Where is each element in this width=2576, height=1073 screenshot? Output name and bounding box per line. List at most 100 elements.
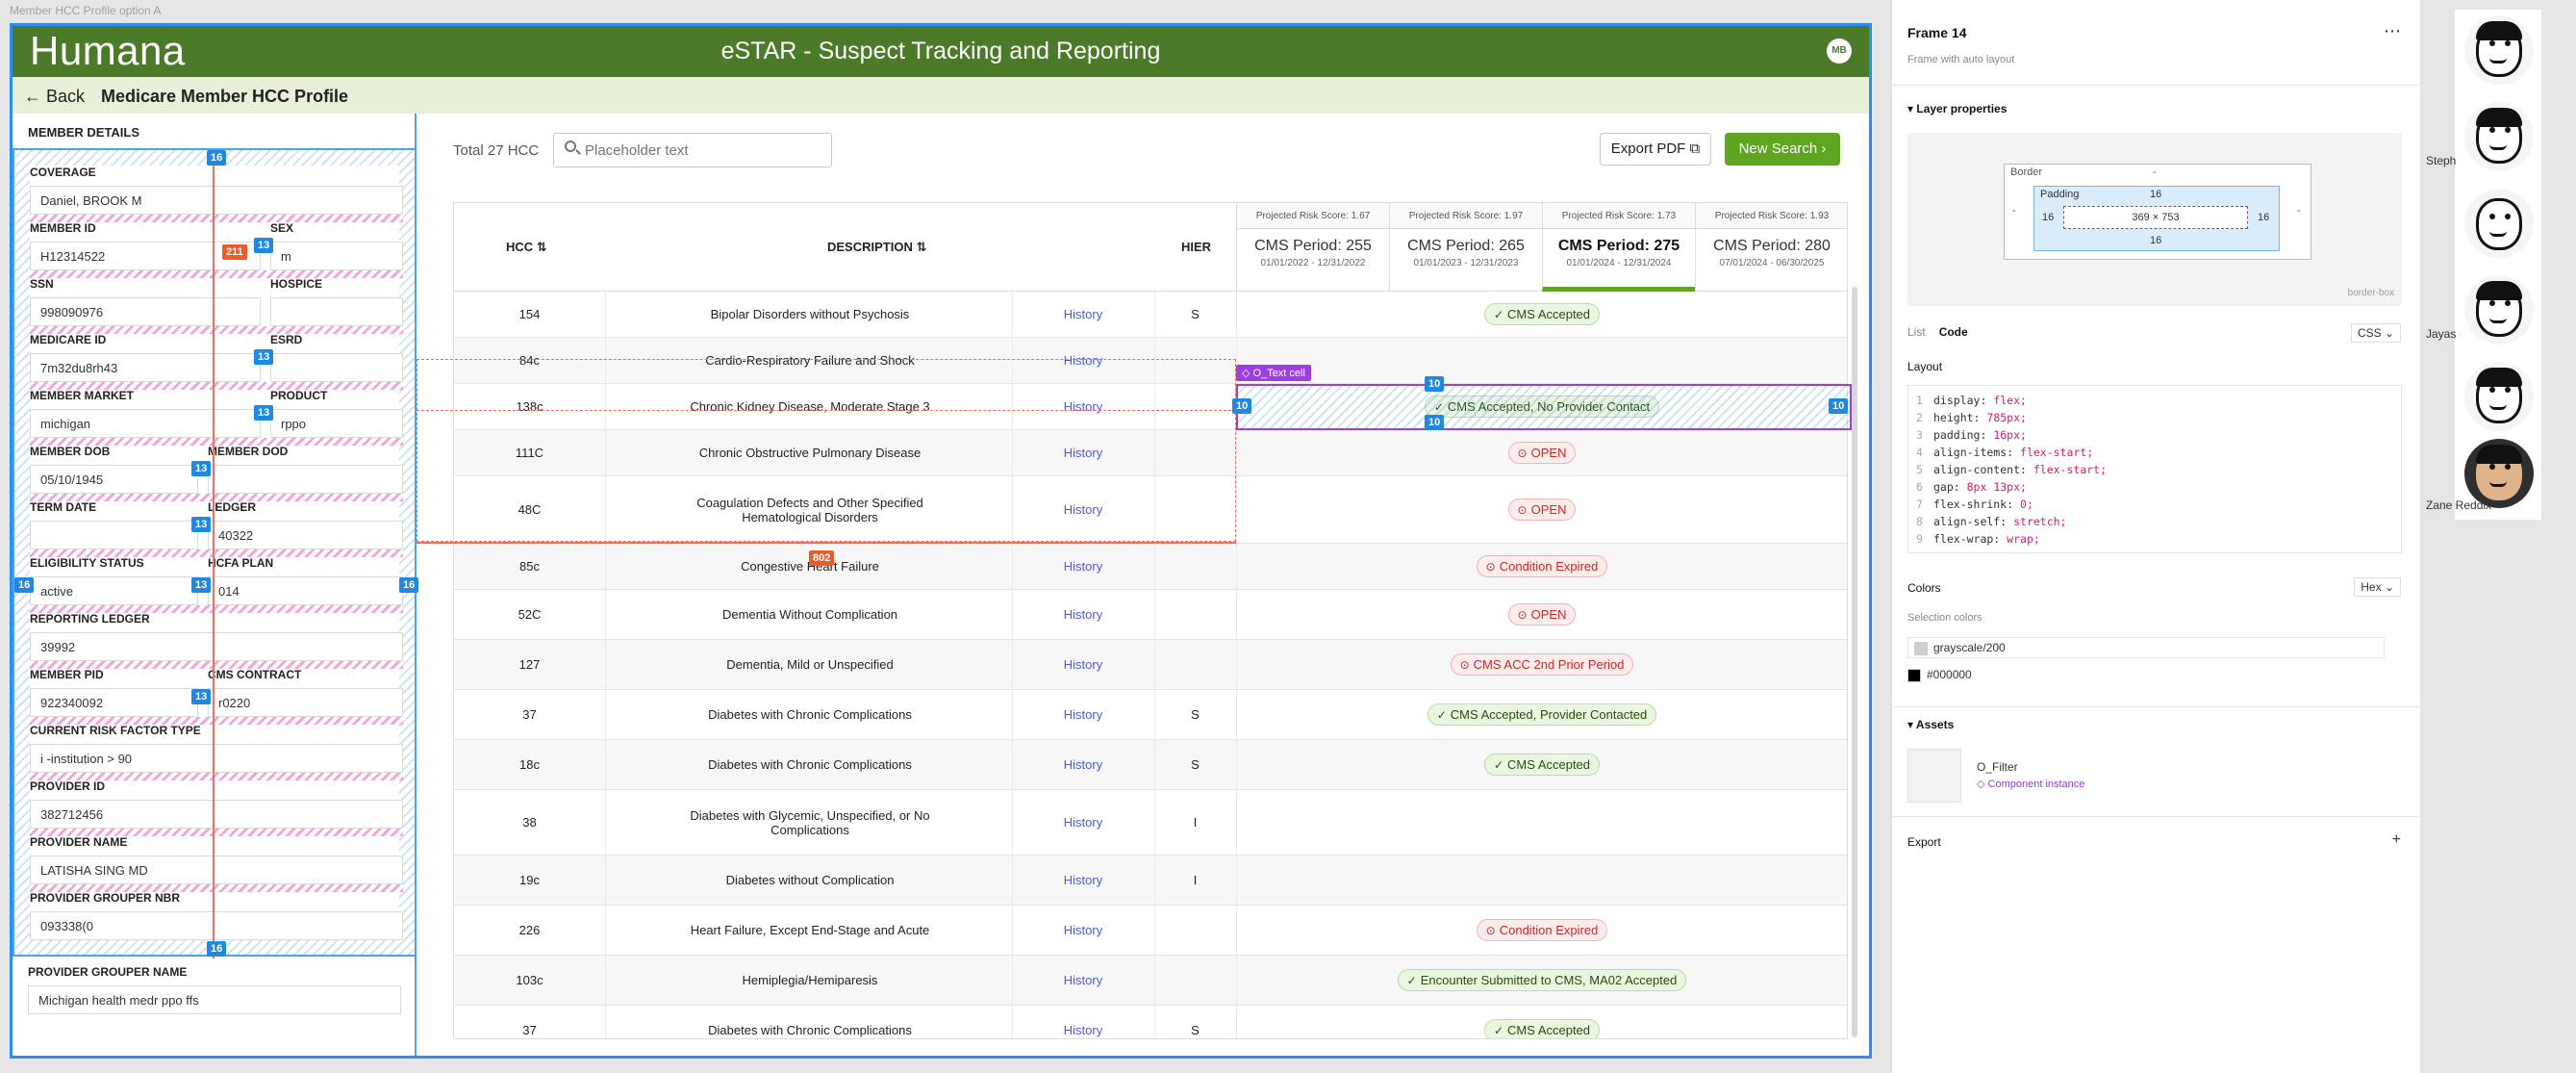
history-link[interactable]: History (1063, 1023, 1103, 1037)
tab-list[interactable]: List (1907, 325, 1926, 339)
period-header[interactable]: Projected Risk Score: 1.97 CMS Period: 26… (1389, 203, 1542, 292)
padding-left-value[interactable]: 16 (2042, 212, 2055, 223)
history-link[interactable]: History (1063, 757, 1103, 772)
table-row[interactable]: 111C Chronic Obstructive Pulmonary Diseas… (454, 430, 1847, 476)
status-badge[interactable]: ✓ CMS Accepted, No Provider Contact (1424, 396, 1660, 418)
history-link[interactable]: History (1063, 923, 1103, 937)
table-row[interactable]: 19c Diabetes without Complication History I (454, 856, 1847, 906)
participant-avatar[interactable] (2464, 189, 2534, 258)
medicare-id-value[interactable]: 7m32du8rh43 (30, 353, 261, 382)
history-link[interactable]: History (1063, 559, 1103, 574)
history-link[interactable]: History (1063, 502, 1103, 517)
participant-avatar[interactable] (2464, 15, 2534, 85)
table-row[interactable]: 103c Hemiplegia/Hemiparesis History ✓ Encoun… (454, 956, 1847, 1006)
member-pid-value[interactable]: 922340092 (30, 688, 198, 717)
risk-factor-type-value[interactable]: i -institution > 90 (30, 744, 403, 773)
table-row[interactable]: 84c Cardio-Respiratory Failure and Shock H… (454, 338, 1847, 384)
table-row[interactable]: 85c Congestive Heart Failure History ⊙ Condi… (454, 544, 1847, 590)
table-row[interactable]: 37 Diabetes with Chronic Complications His… (454, 1006, 1847, 1038)
assets-heading[interactable]: ▾ Assets (1907, 718, 1955, 731)
color-format-select[interactable]: Hex ⌄ (2354, 577, 2401, 597)
history-link[interactable]: History (1063, 446, 1103, 460)
history-link[interactable]: History (1063, 607, 1103, 622)
history-link[interactable]: History (1063, 307, 1103, 321)
status-badge[interactable]: ⊙ OPEN (1507, 442, 1577, 464)
add-export-icon[interactable]: + (2391, 831, 2401, 848)
history-link[interactable]: History (1063, 815, 1103, 830)
product-value[interactable]: rppo (270, 409, 403, 438)
description-header[interactable]: DESCRIPTION ⇅ (827, 240, 927, 254)
member-market-value[interactable]: michigan (30, 409, 261, 438)
search-input[interactable] (553, 133, 832, 167)
period-header[interactable]: Projected Risk Score: 1.73 CMS Period: 27… (1542, 203, 1695, 292)
new-search-button[interactable]: New Search › (1725, 133, 1840, 166)
provider-name-value[interactable]: LATISHA SING MD (30, 856, 403, 884)
member-dod-value[interactable] (208, 465, 403, 494)
status-badge[interactable]: ✓ CMS Accepted (1483, 1019, 1601, 1038)
table-row[interactable]: 226 Heart Failure, Except End-Stage and A… (454, 906, 1847, 956)
participant-avatar[interactable] (2464, 275, 2534, 345)
padding-bottom-value[interactable]: 16 (2150, 235, 2162, 246)
humana-logo[interactable]: Humana (30, 28, 186, 73)
period-header[interactable]: Projected Risk Score: 1.93 CMS Period: 28… (1695, 203, 1847, 292)
status-badge[interactable]: ⊙ OPEN (1507, 603, 1577, 626)
sex-value[interactable]: m (270, 242, 403, 270)
padding-right-value[interactable]: 16 (2258, 212, 2270, 223)
provider-id-value[interactable]: 382712456 (30, 800, 403, 829)
layer-properties-heading[interactable]: ▾ Layer properties (1907, 102, 2008, 115)
language-select[interactable]: CSS ⌄ (2350, 323, 2401, 343)
cms-contract-value[interactable]: r0220 (208, 688, 403, 717)
tab-code[interactable]: Code (1938, 325, 1968, 339)
reporting-ledger-value[interactable]: 39992 (30, 632, 403, 661)
status-badge[interactable]: ✓ CMS Accepted, Provider Contacted (1427, 703, 1657, 726)
user-avatar[interactable]: MB (1827, 38, 1852, 64)
more-icon[interactable]: ⋯ (2384, 21, 2401, 40)
css-code-block[interactable]: 1 display: flex; 2 height: 785px; 3 padding: … (1907, 385, 2402, 553)
status-badge[interactable]: ⊙ Condition Expired (1476, 919, 1608, 941)
history-link[interactable]: History (1063, 353, 1103, 368)
history-link[interactable]: History (1063, 657, 1103, 672)
history-link[interactable]: History (1063, 873, 1103, 887)
provider-grouper-name-value[interactable]: Michigan health medr ppo ffs (28, 985, 401, 1014)
table-row[interactable]: 18c Diabetes with Chronic Complications Hi… (454, 740, 1847, 790)
participant-avatar[interactable] (2464, 102, 2534, 171)
table-row[interactable]: 52C Dementia Without Complication History ⊙… (454, 590, 1847, 640)
table-row[interactable]: 38 Diabetes with Glycemic, Unspecified, o… (454, 790, 1847, 856)
padding-top-value[interactable]: 16 (2150, 189, 2162, 200)
hospice-value[interactable] (270, 297, 403, 326)
status-badge[interactable]: ⊙ OPEN (1507, 498, 1577, 521)
member-details-frame[interactable]: COVERAGE Daniel, BROOK M MEMBER ID H1231… (13, 148, 419, 958)
history-link[interactable]: History (1063, 973, 1103, 987)
asset-name[interactable]: O_Filter (1977, 760, 2018, 774)
period-header[interactable]: Projected Risk Score: 1.67 CMS Period: 25… (1236, 203, 1389, 292)
table-scrollbar[interactable] (1852, 287, 1857, 1037)
term-date-value[interactable] (30, 521, 198, 549)
participant-avatar[interactable] (2464, 439, 2534, 508)
member-dob-value[interactable]: 05/10/1945 (30, 465, 198, 494)
selected-text-cell[interactable] (1236, 384, 1852, 430)
color-row-grayscale[interactable]: grayscale/200 (1907, 637, 2385, 658)
back-button[interactable]: ← Back (24, 87, 86, 106)
ledger-value[interactable]: 40322 (208, 521, 403, 549)
provider-grouper-nbr-value[interactable]: 093338(0 (30, 911, 403, 940)
color-row-black[interactable]: #000000 (1907, 668, 1972, 682)
status-badge[interactable]: ⊙ CMS ACC 2nd Prior Period (1450, 653, 1634, 676)
status-badge[interactable]: ✓ CMS Accepted (1483, 303, 1601, 325)
table-row[interactable]: 37 Diabetes with Chronic Complications His… (454, 690, 1847, 740)
status-badge[interactable]: ✓ Encounter Submitted to CMS, MA02 Accept… (1397, 969, 1687, 991)
participant-avatar[interactable] (2464, 362, 2534, 431)
esrd-value[interactable] (270, 353, 403, 382)
text-cell-tag[interactable]: ◇ O_Text cell (1236, 365, 1311, 381)
app-frame[interactable]: Humana eSTAR - Suspect Tracking and Repo… (10, 23, 1872, 1059)
table-row[interactable]: 154 Bipolar Disorders without Psychosis Hi… (454, 292, 1847, 338)
ssn-value[interactable]: 998090976 (30, 297, 261, 326)
status-badge[interactable]: ✓ CMS Accepted (1483, 754, 1601, 776)
coverage-value[interactable]: Daniel, BROOK M (30, 186, 403, 215)
table-row[interactable]: 127 Dementia, Mild or Unspecified History ⊙… (454, 640, 1847, 690)
export-pdf-button[interactable]: Export PDF ⧉ (1600, 133, 1711, 166)
hcfa-plan-value[interactable]: 014 (208, 576, 403, 605)
history-link[interactable]: History (1063, 707, 1103, 722)
hcc-header[interactable]: HCC ⇅ (506, 240, 547, 254)
frame-caption[interactable]: Member HCC Profile option A (10, 4, 162, 17)
eligibility-status-value[interactable]: active (30, 576, 198, 605)
